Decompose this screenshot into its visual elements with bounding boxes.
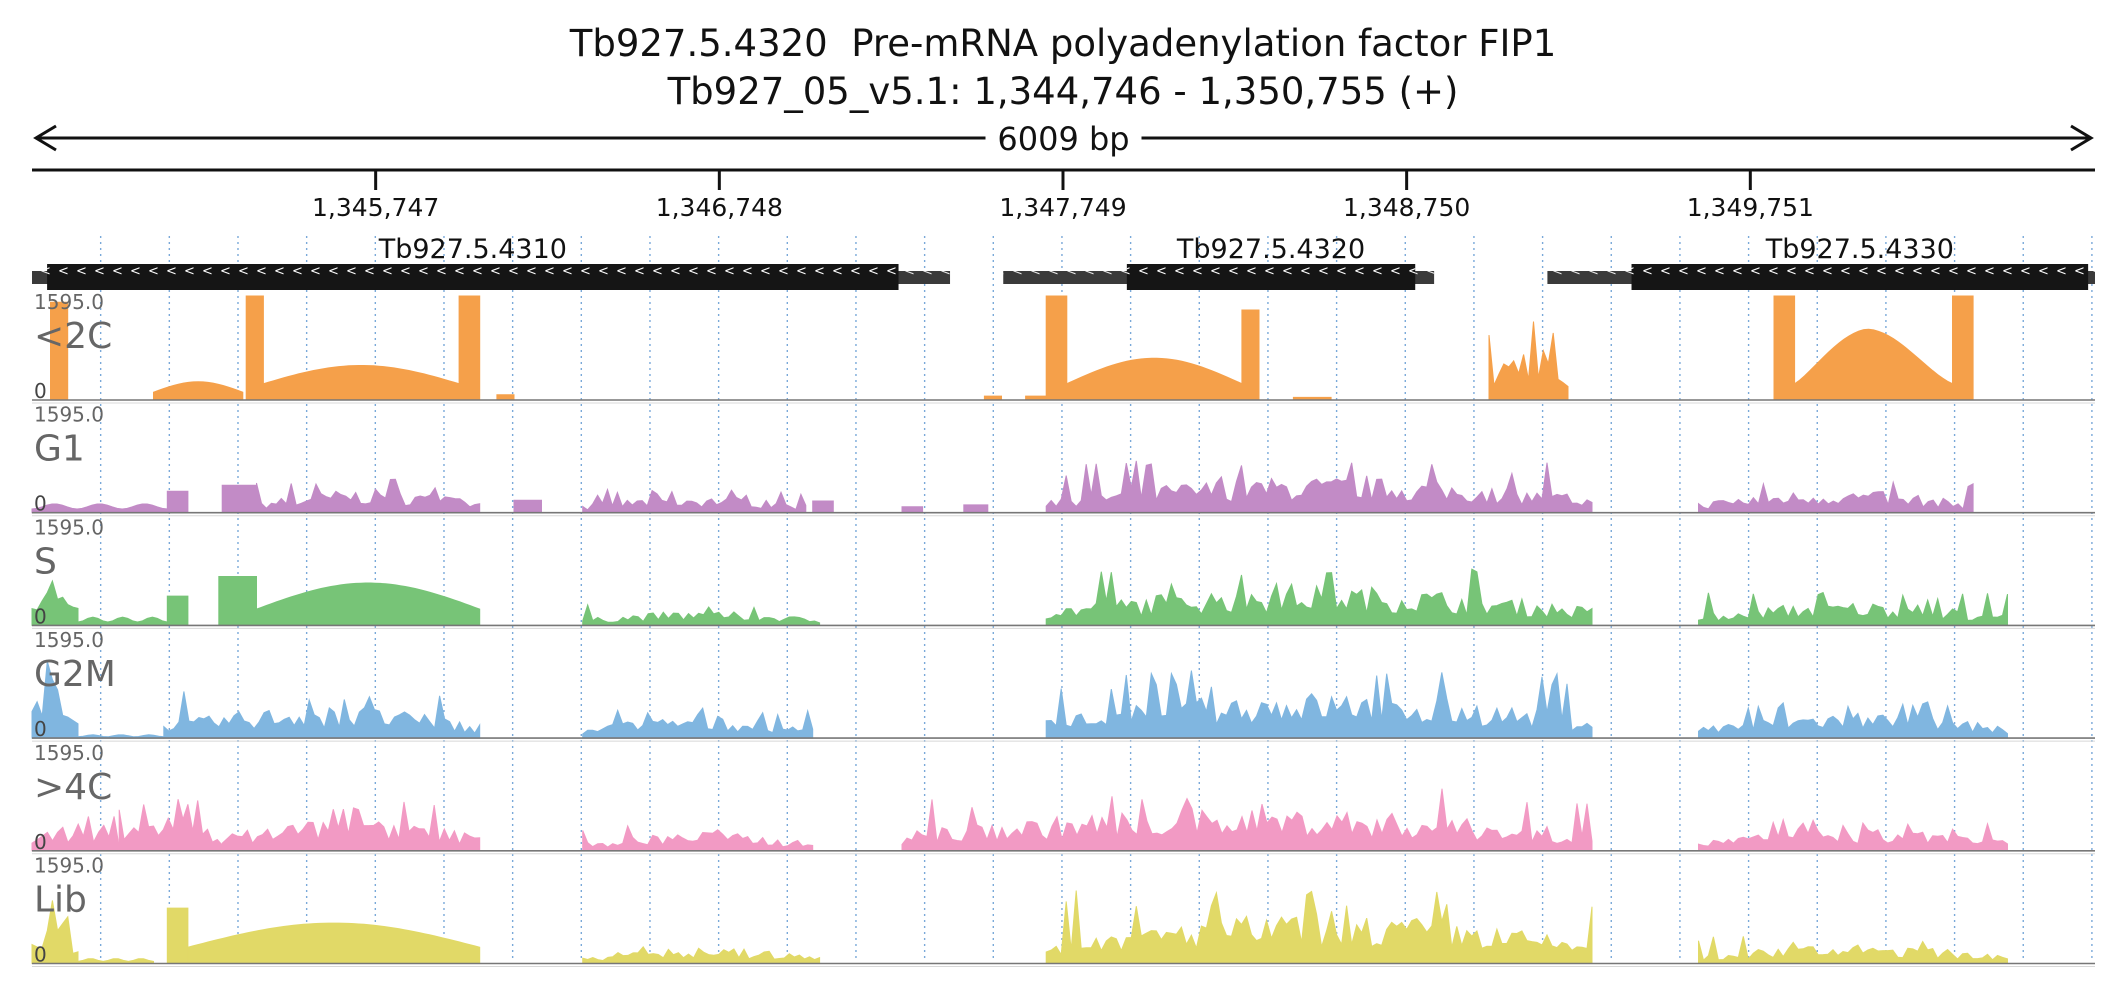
coverage-area bbox=[187, 922, 481, 964]
coverage-area bbox=[77, 958, 154, 964]
genome-ruler: 6009 bp 1,345,747 1,346,748 1,347,749 1,348,… bbox=[32, 120, 2095, 222]
coverage-area bbox=[118, 799, 223, 852]
track-min-label: 0 bbox=[34, 943, 47, 967]
coverage-area bbox=[221, 484, 257, 514]
coverage-area bbox=[1698, 591, 2008, 626]
gene-cds-arrows bbox=[1126, 267, 1416, 287]
track-max-label: 1595.0 bbox=[34, 515, 104, 539]
gene-label: Tb927.5.4330 bbox=[1765, 234, 1954, 265]
span-arrow-left-head bbox=[33, 124, 57, 152]
axis-tick-label: 1,345,747 bbox=[312, 193, 439, 222]
coverage-area bbox=[166, 595, 189, 626]
track-name: G2M bbox=[34, 654, 116, 695]
coverage-area bbox=[1773, 295, 1796, 401]
track-min-label: 0 bbox=[34, 830, 47, 854]
span-label: 6009 bp bbox=[997, 120, 1129, 158]
track-min-label: 0 bbox=[34, 492, 47, 516]
axis-tick-label: 1,347,749 bbox=[999, 193, 1126, 222]
coverage-area bbox=[1045, 670, 1593, 739]
coverage-area bbox=[901, 788, 1593, 852]
coverage-area bbox=[513, 499, 542, 514]
coverage-area bbox=[1045, 568, 1593, 626]
coverage-area bbox=[1488, 321, 1569, 401]
span-arrow-right-head bbox=[2070, 124, 2094, 152]
gene-cds-arrows bbox=[1631, 267, 2089, 287]
coverage-area bbox=[1698, 936, 2008, 964]
coverage-track: 1595.0S 0 bbox=[31, 515, 2095, 629]
coverage-area bbox=[31, 579, 79, 626]
coverage-area bbox=[1045, 295, 1068, 401]
coverage-area bbox=[1698, 701, 2008, 739]
track-name: Lib bbox=[34, 880, 87, 921]
coverage-area bbox=[901, 506, 924, 514]
track-max-label: 1595.0 bbox=[34, 741, 104, 765]
track-max-label: 1595.0 bbox=[34, 403, 104, 427]
track-name: G1 bbox=[34, 429, 85, 470]
coverage-area bbox=[31, 900, 79, 964]
chart-title-region: Tb927_05_v5.1: 1,344,746 - 1,350,755 (+) bbox=[667, 70, 1459, 113]
coverage-area bbox=[31, 661, 79, 739]
coverage-tracks: 1595.0<2C01595.0G101595.0S01595.0G2M0159… bbox=[31, 290, 2095, 967]
coverage-area bbox=[1698, 817, 2008, 852]
coverage-track: 1595.0<2C 0 bbox=[32, 290, 2095, 404]
gene-label: Tb927.5.4310 bbox=[378, 234, 567, 265]
coverage-area bbox=[77, 734, 165, 739]
coverage-area bbox=[1045, 460, 1593, 514]
track-min-label: 0 bbox=[34, 604, 47, 628]
coverage-area bbox=[582, 945, 821, 964]
axis-tick-label: 1,348,750 bbox=[1343, 193, 1470, 222]
coverage-area bbox=[245, 295, 264, 401]
gene-label: Tb927.5.4320 bbox=[1176, 234, 1365, 265]
track-min-label: 0 bbox=[34, 717, 47, 741]
coverage-track: 1595.0G1 0 bbox=[31, 403, 2095, 517]
coverage-area bbox=[77, 616, 168, 626]
coverage-area bbox=[218, 576, 257, 626]
coverage-area bbox=[1698, 480, 1974, 514]
track-name: >4C bbox=[34, 767, 112, 808]
coverage-area bbox=[31, 503, 168, 514]
coverage-area bbox=[582, 603, 821, 626]
coverage-area bbox=[582, 824, 814, 852]
coverage-area bbox=[166, 907, 189, 964]
gene-cds-arrows bbox=[47, 267, 899, 287]
coverage-area bbox=[1241, 309, 1260, 401]
coverage-area bbox=[582, 706, 814, 739]
coverage-area bbox=[221, 801, 481, 852]
coverage-area bbox=[256, 478, 481, 514]
track-name: <2C bbox=[34, 316, 112, 357]
coverage-area bbox=[1794, 328, 1953, 401]
coverage-area bbox=[963, 504, 989, 514]
coverage-area bbox=[166, 490, 189, 514]
coverage-area bbox=[812, 500, 834, 514]
coverage-area bbox=[582, 487, 807, 514]
coverage-area bbox=[31, 816, 120, 852]
track-min-label: 0 bbox=[34, 379, 47, 403]
track-max-label: 1595.0 bbox=[34, 628, 104, 652]
coverage-track: 1595.0>4C 0 bbox=[31, 741, 2095, 855]
coverage-area bbox=[1066, 357, 1243, 401]
coverage-area bbox=[1045, 890, 1593, 964]
chart-title-gene: Tb927.5.4320 Pre-mRNA polyadenylation fa… bbox=[569, 22, 1557, 65]
track-name: S bbox=[34, 541, 57, 582]
coverage-area bbox=[262, 365, 460, 401]
coverage-area bbox=[256, 582, 481, 626]
coverage-area bbox=[458, 295, 481, 401]
span-label-bg bbox=[985, 120, 1142, 156]
coverage-area bbox=[163, 691, 481, 739]
track-max-label: 1595.0 bbox=[34, 854, 104, 878]
coverage-area bbox=[1952, 295, 1974, 401]
gene-track: Tb927.5.4310 Tb927.5.4320 Tb927.5.4330 bbox=[32, 234, 2095, 290]
axis-tick-label: 1,349,751 bbox=[1687, 193, 1814, 222]
track-max-label: 1595.0 bbox=[34, 290, 104, 314]
axis-tick-label: 1,346,748 bbox=[656, 193, 783, 222]
coverage-area bbox=[153, 381, 244, 401]
